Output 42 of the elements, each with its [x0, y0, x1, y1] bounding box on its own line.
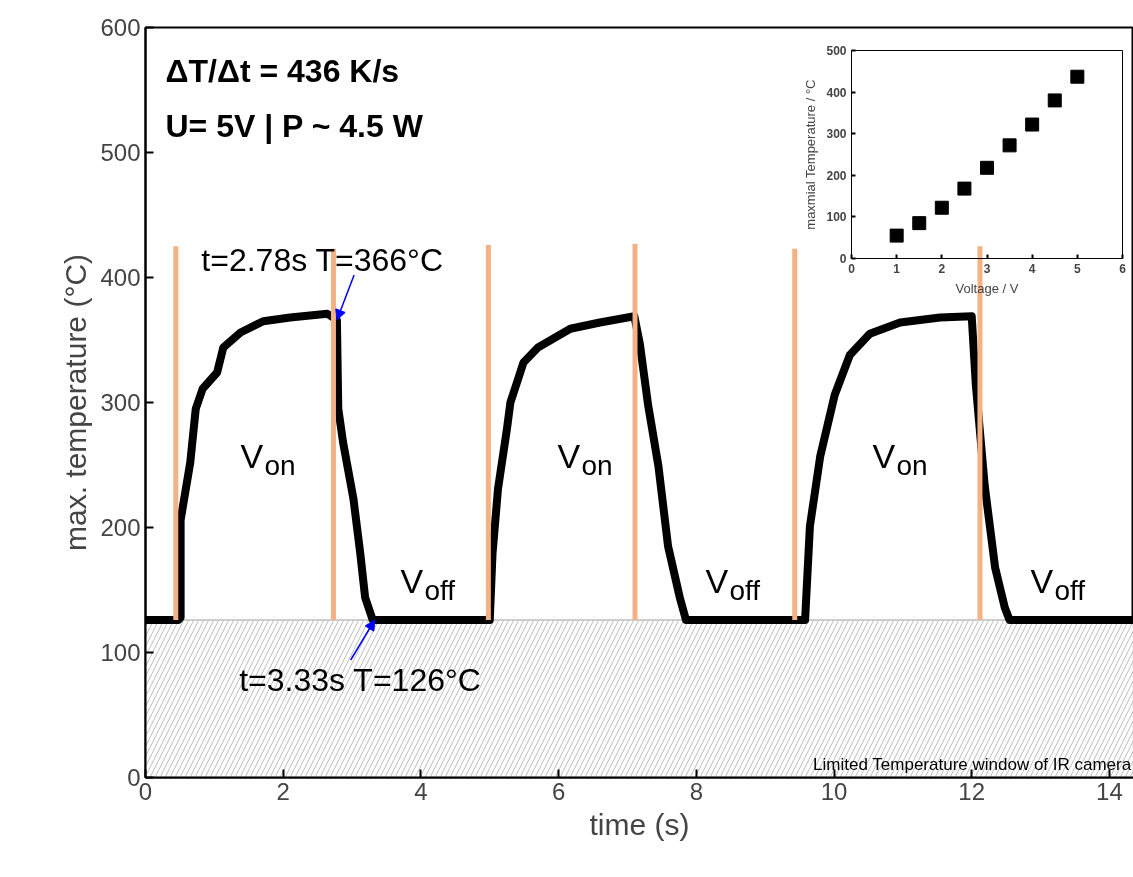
y-tick-label: 200: [100, 514, 141, 541]
y-axis-title: max. temperature (°C): [59, 253, 93, 552]
point: [1025, 117, 1040, 132]
x-tick-label: 14: [1096, 777, 1123, 805]
annotation: U= 5V | P ~ 4.5 W: [165, 107, 424, 144]
x-tick-label: 6: [551, 777, 566, 805]
point: [934, 200, 949, 215]
x-tick-label: 2: [276, 777, 290, 805]
x-tick-label: 3: [983, 261, 991, 276]
x-tick-label: 4: [1028, 261, 1036, 276]
y-tick-label: 200: [826, 168, 847, 183]
point: [957, 181, 972, 196]
y-tick-label: 300: [826, 127, 847, 142]
annotation: t=2.78s T=366°C: [201, 242, 444, 278]
y-tick-label: 500: [826, 44, 847, 58]
x-tick-label: 10: [820, 777, 848, 805]
x-tick-label: 1: [893, 261, 901, 276]
point: [912, 216, 927, 231]
x-tick-label: 8: [689, 777, 703, 805]
annotation: t=3.33s T=126°C: [239, 662, 481, 698]
point: [1002, 138, 1017, 153]
x-axis-title: time (s): [589, 807, 690, 841]
x-tick-label: 4: [414, 777, 428, 805]
band-label: Limited Temperature window of IR camera: [813, 754, 1132, 774]
point: [1047, 93, 1062, 108]
point: [1070, 69, 1085, 84]
y-tick-label: 400: [826, 85, 847, 100]
x-tick-label: 12: [958, 777, 986, 805]
annotation: ΔT/Δt = 436 K/s: [165, 52, 400, 89]
y-axis-title: maxmial Temperature / °C: [803, 79, 819, 230]
y-tick-label: 100: [100, 639, 141, 666]
x-tick-label: 5: [1074, 261, 1081, 276]
point: [889, 228, 904, 243]
x-tick-label: 2: [938, 261, 946, 276]
y-tick-label: 400: [100, 264, 141, 291]
x-tick-label: 6: [1119, 261, 1127, 276]
y-tick-label: 500: [100, 139, 141, 166]
point: [980, 160, 994, 175]
y-tick-label: 300: [100, 389, 141, 416]
y-tick-label: 600: [100, 14, 141, 41]
y-tick-label: 100: [826, 210, 847, 225]
y-tick-label: 0: [839, 252, 847, 266]
